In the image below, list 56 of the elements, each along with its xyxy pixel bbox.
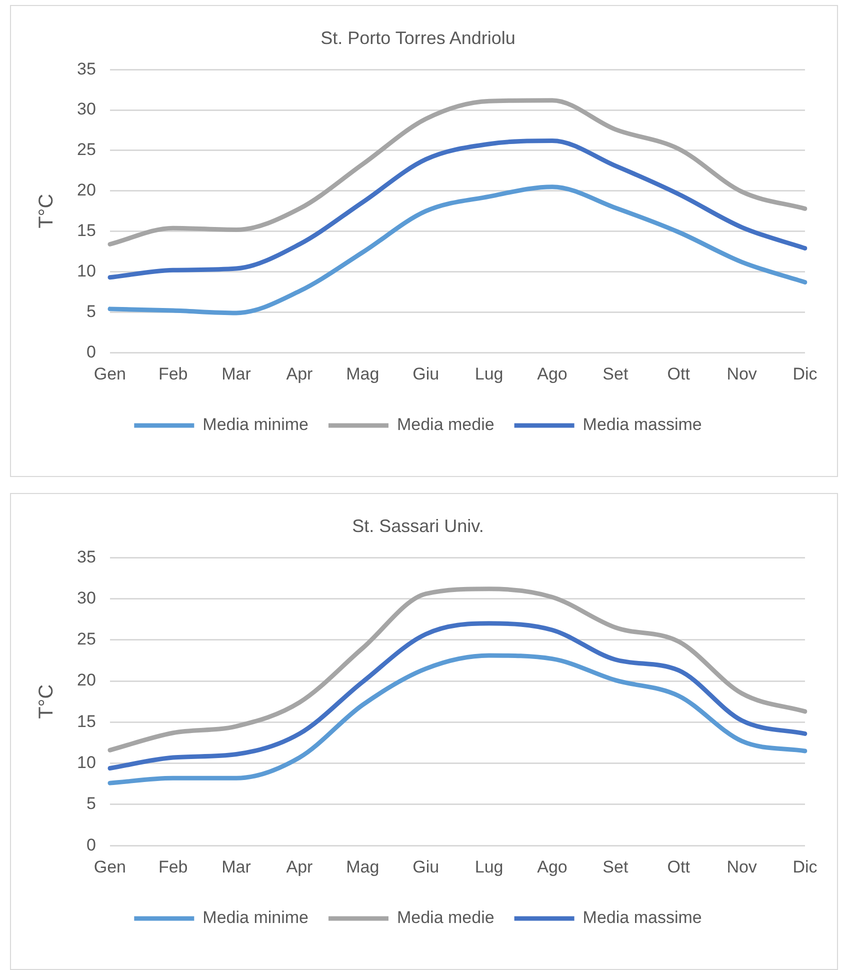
x-tick-label: Dic	[792, 364, 818, 384]
x-tick-label: Nov	[726, 857, 758, 876]
line-series	[108, 621, 808, 770]
x-tick-label: Ago	[537, 364, 568, 384]
line-series	[108, 138, 808, 280]
x-tick-label: Giu	[412, 857, 440, 876]
y-tick-label: 15	[76, 712, 96, 731]
x-tick-label: Mag	[346, 857, 380, 876]
x-tick-label: Lug	[474, 857, 504, 876]
chart-title: St. Porto Torres Andriolu	[320, 28, 516, 48]
y-axis-title: T°C	[36, 684, 58, 719]
x-tick-label: Ott	[667, 364, 690, 384]
y-tick-label: 30	[76, 100, 96, 119]
y-tick-label: 35	[76, 59, 96, 78]
legend-label: Media massime	[582, 908, 702, 928]
y-tick-label: 10	[76, 261, 96, 280]
line-series	[108, 653, 808, 786]
y-tick-label: 15	[76, 221, 96, 240]
y-tick-label: 0	[86, 342, 96, 362]
line-series	[108, 98, 808, 246]
x-tick-label: Giu	[412, 364, 440, 384]
line-series	[108, 586, 808, 752]
legend-label: Media medie	[396, 415, 494, 434]
x-tick-label: Apr	[286, 857, 314, 876]
x-tick-label: Set	[602, 364, 628, 384]
x-tick-label: Set	[602, 857, 628, 876]
x-tick-label: Nov	[726, 364, 758, 384]
x-tick-label: Gen	[94, 364, 126, 384]
y-axis-title: T°C	[36, 194, 58, 228]
x-tick-label: Ago	[537, 857, 568, 876]
legend-label: Media massime	[582, 415, 702, 434]
y-tick-label: 5	[86, 302, 96, 321]
x-tick-label: Ott	[667, 857, 690, 876]
y-tick-label: 25	[76, 140, 96, 160]
y-tick-label: 20	[76, 670, 96, 690]
x-tick-label: Feb	[158, 364, 188, 384]
y-tick-label: 0	[86, 835, 96, 854]
x-tick-label: Mar	[222, 857, 252, 876]
y-tick-label: 10	[76, 753, 96, 772]
y-tick-label: 25	[76, 630, 96, 649]
x-tick-label: Gen	[94, 857, 126, 876]
x-tick-label: Mag	[346, 364, 380, 384]
x-tick-label: Lug	[474, 364, 504, 384]
legend-label: Media minime	[202, 415, 308, 434]
legend-label: Media minime	[202, 908, 308, 928]
x-tick-label: Dic	[792, 857, 818, 876]
line-series	[108, 184, 808, 316]
x-tick-label: Apr	[286, 364, 314, 384]
y-tick-label: 5	[86, 794, 96, 814]
x-tick-label: Mar	[222, 364, 252, 384]
legend-label: Media medie	[396, 908, 494, 928]
y-tick-label: 30	[76, 588, 96, 608]
y-tick-label: 35	[76, 547, 96, 566]
y-tick-label: 20	[76, 180, 96, 200]
x-tick-label: Feb	[158, 857, 188, 876]
chart-title: St. Sassari Univ.	[352, 516, 484, 536]
